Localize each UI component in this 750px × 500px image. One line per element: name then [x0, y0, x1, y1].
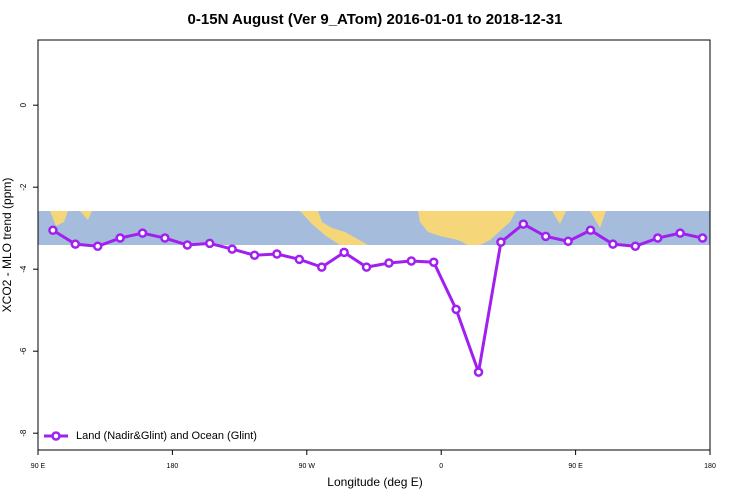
point — [675, 228, 685, 238]
point — [563, 236, 573, 247]
chart-title: 0-15N August (Ver 9_ATom) 2016-01-01 to … — [188, 11, 563, 28]
point — [339, 247, 349, 258]
point — [361, 262, 372, 272]
point — [294, 254, 305, 265]
point — [496, 237, 506, 247]
point — [272, 249, 282, 259]
point — [384, 258, 394, 268]
point — [227, 244, 237, 254]
x-tick-label: 180 — [167, 463, 179, 470]
point — [630, 241, 641, 251]
point — [160, 233, 170, 243]
point — [70, 239, 81, 249]
legend-label: Land (Nadir&Glint) and Ocean (Glint) — [76, 430, 257, 442]
point — [137, 228, 148, 238]
point — [697, 233, 708, 243]
point — [540, 231, 551, 242]
point — [249, 250, 260, 260]
y-tick-label: -6 — [19, 347, 28, 355]
y-tick-label: -8 — [19, 429, 28, 437]
ocean — [38, 211, 710, 245]
plot-frame — [37, 39, 711, 451]
point — [473, 367, 484, 377]
point — [428, 257, 439, 267]
point — [316, 262, 327, 272]
x-tick-label: 90 W — [299, 463, 316, 470]
point — [182, 240, 193, 250]
land — [50, 211, 606, 245]
point — [518, 219, 529, 229]
point — [652, 233, 663, 243]
point — [92, 241, 103, 251]
x-tick-label: 90 E — [31, 463, 46, 470]
point — [115, 233, 125, 243]
point — [608, 239, 618, 249]
x-tick-label: 0 — [439, 463, 443, 470]
point — [406, 256, 417, 266]
y-tick-label: 0 — [19, 102, 28, 107]
y-axis-label: XCO2 - MLO trend (ppm) — [0, 178, 14, 313]
point — [585, 225, 596, 235]
y-tick-label: -2 — [19, 183, 28, 191]
x-tick-label: 180 — [704, 463, 716, 470]
map-strip — [38, 211, 710, 245]
legend-marker — [51, 431, 61, 441]
x-tick-label: 90 E — [568, 463, 583, 470]
x-axis-label: Longitude (deg E) — [327, 475, 422, 489]
point — [48, 225, 58, 235]
point — [204, 238, 215, 249]
y-tick-label: -4 — [19, 265, 28, 273]
point — [451, 304, 461, 315]
